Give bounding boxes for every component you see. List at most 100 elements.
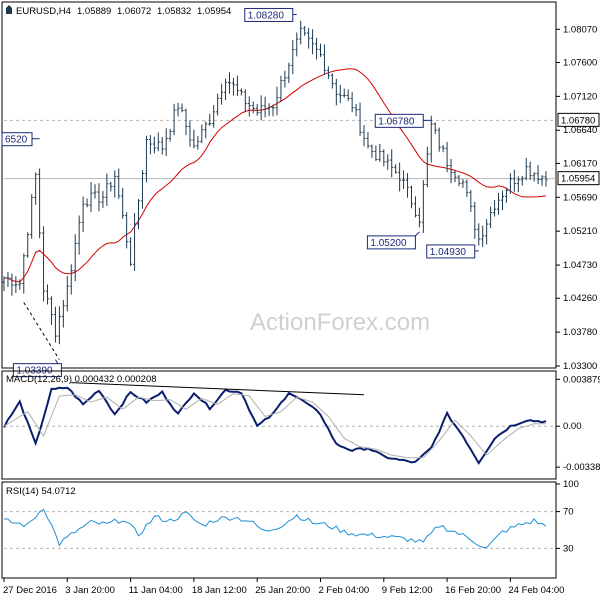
- ohlc-bar: [465, 179, 469, 198]
- rsi-panel-frame: [1, 481, 557, 579]
- ohlc-bar: [164, 128, 168, 157]
- ohlc-bar: [429, 115, 433, 163]
- moving-average: [3, 68, 547, 283]
- ohlc-bar: [437, 127, 441, 152]
- ohlc-bar: [121, 187, 125, 219]
- macd-tick-label: -0.003387: [563, 462, 600, 473]
- rsi-axis: 100 70 30: [556, 479, 579, 554]
- ohlc-bar: [200, 124, 204, 144]
- macd-panel-frame: [1, 370, 557, 480]
- ohlc-bar: [243, 89, 247, 113]
- price-callout-label: 1.06780: [378, 116, 415, 127]
- ohlc-bar: [469, 189, 473, 212]
- ohlc-bar: [398, 162, 402, 192]
- ohlc-bar: [370, 144, 374, 158]
- ohlc-bar: [528, 161, 532, 180]
- ohlc-bar: [350, 92, 354, 113]
- bar-chart-icon-body: [6, 8, 12, 14]
- time-tick-label: 3 Jan 20:00: [65, 585, 115, 596]
- ohlc-bar: [402, 170, 406, 190]
- macd-lines: [3, 382, 547, 465]
- ohlc-bar: [508, 173, 512, 194]
- ohlc-bar: [148, 135, 152, 155]
- ohlc-bar: [38, 168, 42, 239]
- ohlc-bar: [137, 199, 141, 230]
- ohlc-bar: [204, 121, 208, 139]
- moving-average-line: [3, 68, 547, 283]
- price-tick-label: 1.06640: [563, 125, 597, 136]
- ohlc-bar: [228, 72, 232, 94]
- ohlc-bar: [129, 237, 133, 266]
- current-price-tag-label: 1.05954: [561, 174, 595, 185]
- time-tick-label: 25 Jan 20:00: [255, 585, 310, 596]
- ohlc-bars: [2, 20, 548, 345]
- signal-line: [3, 393, 546, 459]
- ohlc-bar: [160, 137, 164, 155]
- low-trendline: [23, 302, 60, 360]
- price-tick-label: 1.03300: [563, 361, 597, 372]
- ohlc-bar: [520, 175, 524, 186]
- rsi-label: RSI(14) 54.0712: [6, 486, 76, 497]
- ohlc-bar: [461, 179, 465, 188]
- ohlc-bar: [449, 158, 453, 184]
- ohlc-bar: [192, 129, 196, 149]
- ohlc-bar: [172, 103, 176, 136]
- ohlc-bar: [291, 40, 295, 75]
- ohlc-bar: [295, 32, 299, 57]
- ohlc-bar: [322, 44, 326, 76]
- ohlc-bar: [417, 207, 421, 228]
- ohlc-bar: [307, 27, 311, 49]
- ohlc-bar: [61, 299, 65, 328]
- ohlc-bar: [251, 101, 255, 114]
- ohlc-bar: [421, 180, 425, 233]
- macd-trendline: [71, 382, 365, 396]
- ohlc-bar: [53, 306, 57, 343]
- ohlc-bar: [299, 20, 303, 45]
- ohlc-bar: [390, 149, 394, 178]
- ohlc-bar: [544, 171, 548, 187]
- ohlc-bar: [394, 164, 398, 174]
- ohlc-bar: [287, 62, 291, 84]
- ohlc-bar: [318, 43, 322, 57]
- watermark: ActionForex.com: [250, 309, 430, 336]
- ohlc-bar: [311, 29, 315, 55]
- ohlc-bar: [101, 190, 105, 208]
- ohlc-bar: [69, 264, 73, 295]
- ohlc-bar: [279, 75, 283, 103]
- price-callout: 1.05200: [366, 231, 420, 250]
- price-tick-label: 1.08070: [563, 24, 597, 35]
- price-callout: 1.06780: [374, 113, 432, 128]
- ohlc-bar: [267, 103, 271, 117]
- ohlc-bar: [18, 279, 22, 290]
- ohlc-bar: [477, 223, 481, 246]
- ohlc-bar: [140, 170, 144, 209]
- macd-tick-label: 0.003879: [563, 374, 600, 385]
- high-value: 1.06072: [117, 6, 151, 17]
- ohlc-bar: [133, 213, 137, 271]
- ohlc-bar: [330, 73, 334, 89]
- ohlc-bar: [406, 173, 410, 198]
- ohlc-bar: [493, 200, 497, 217]
- ohlc-bar: [334, 78, 338, 106]
- ohlc-bar: [156, 132, 160, 152]
- rsi-level-lines: [4, 511, 556, 549]
- ohlc-bar: [386, 154, 390, 170]
- ohlc-bar: [77, 215, 81, 255]
- ohlc-bar: [247, 96, 251, 117]
- price-callout: 6520: [1, 132, 40, 147]
- symbol-label: EURUSD,H4: [16, 6, 71, 17]
- ohlc-bar: [409, 185, 413, 209]
- level-price-tag: [557, 112, 600, 127]
- price-tick-label: 1.04730: [563, 260, 597, 271]
- ohlc-bar: [89, 182, 93, 213]
- rsi-tick-label: 100: [563, 479, 579, 490]
- ohlc-bar: [338, 84, 342, 104]
- price-callout-label: 1.04930: [430, 247, 467, 258]
- ohlc-bar: [481, 225, 485, 248]
- time-tick-label: 11 Jan 04:00: [129, 585, 183, 596]
- ohlc-bar: [524, 157, 528, 181]
- macd-label: MACD(12,26,9) 0.000432 0.000208: [6, 374, 157, 385]
- ohlc-bar: [109, 181, 113, 192]
